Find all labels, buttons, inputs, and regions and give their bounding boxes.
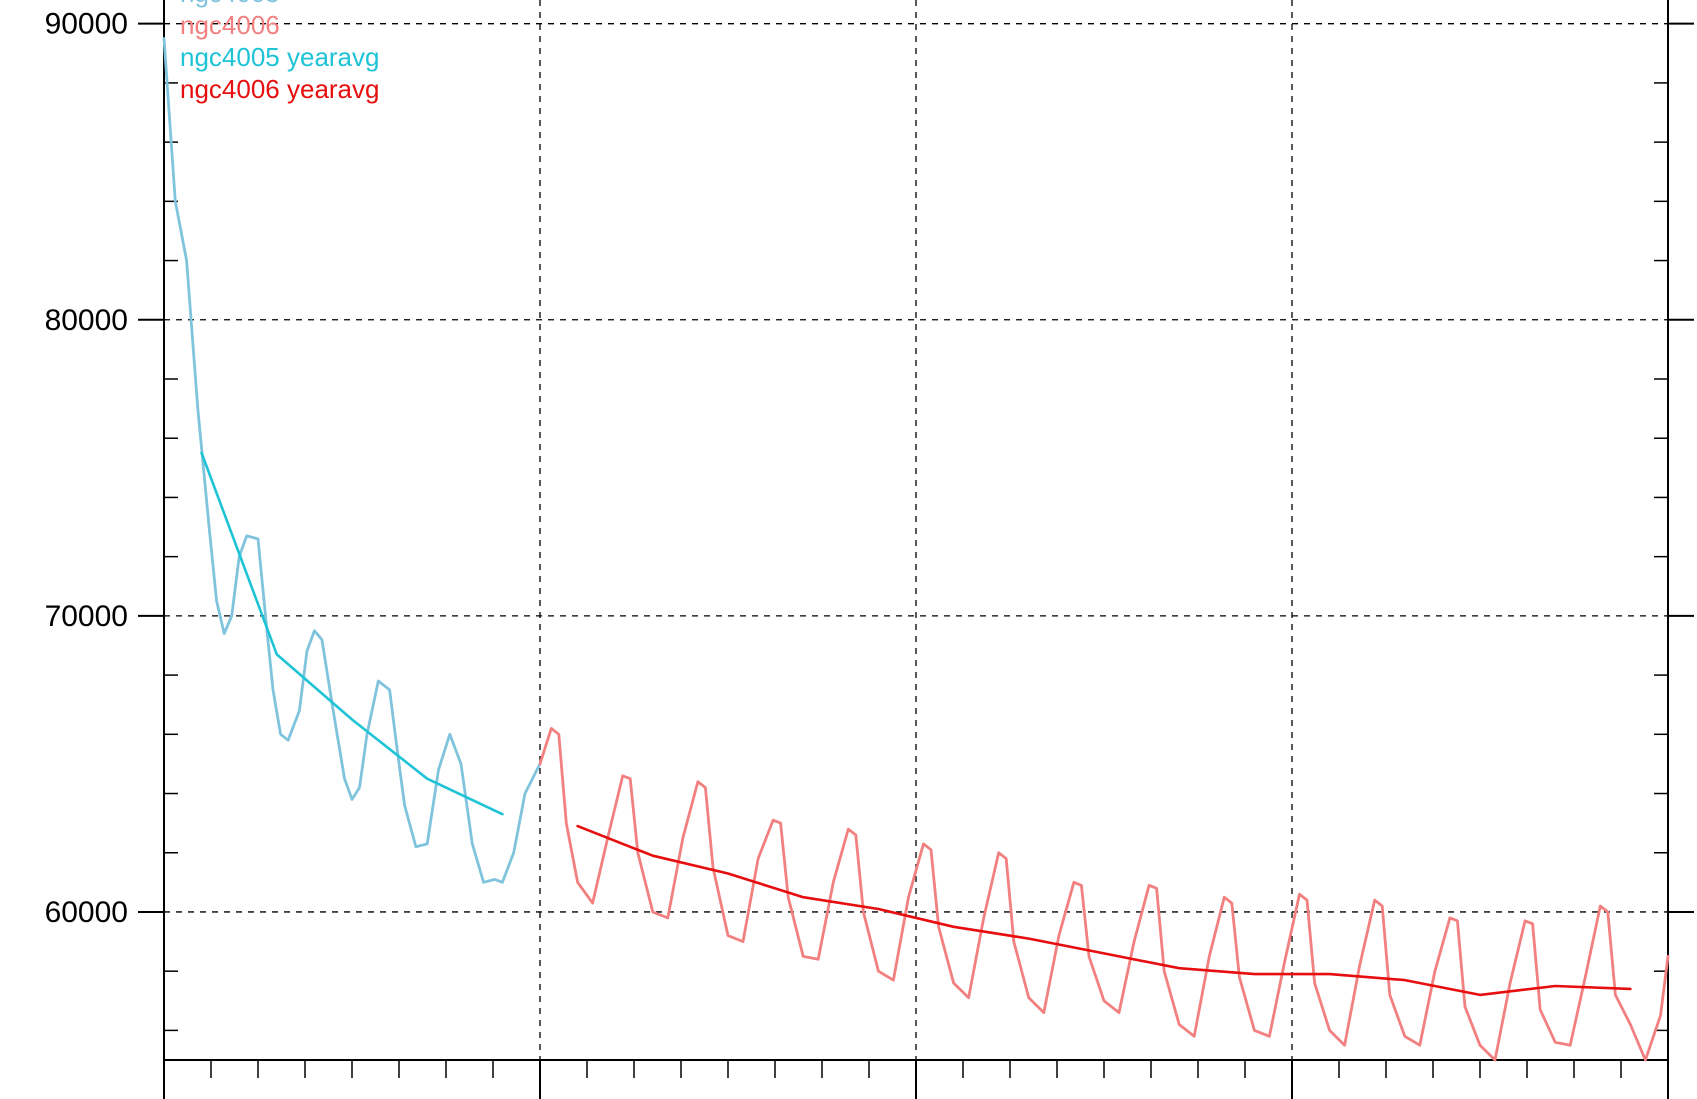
legend-entry: ngc4006 yearavg — [180, 74, 379, 104]
y-tick-label: 80000 — [45, 304, 128, 337]
y-tick-label: 70000 — [45, 600, 128, 633]
series-line-ngc4006-yearavg — [576, 824, 1632, 997]
series — [162, 37, 1670, 1062]
legend-entry: ngc4006 — [180, 10, 280, 40]
legend-entry: ngc4005 — [180, 0, 280, 8]
series-line-ngc4006 — [538, 727, 1670, 1062]
y-tick-label: 60000 — [45, 896, 128, 929]
series-line-ngc4005 — [162, 37, 542, 884]
y-tick-label: 90000 — [45, 8, 128, 41]
series-line-ngc4005-yearavg — [200, 451, 504, 816]
legend-entry: ngc4005 yearavg — [180, 42, 379, 72]
grid — [164, 0, 1668, 1060]
y-tick-labels: 60000 70000 80000 90000 — [45, 8, 128, 929]
